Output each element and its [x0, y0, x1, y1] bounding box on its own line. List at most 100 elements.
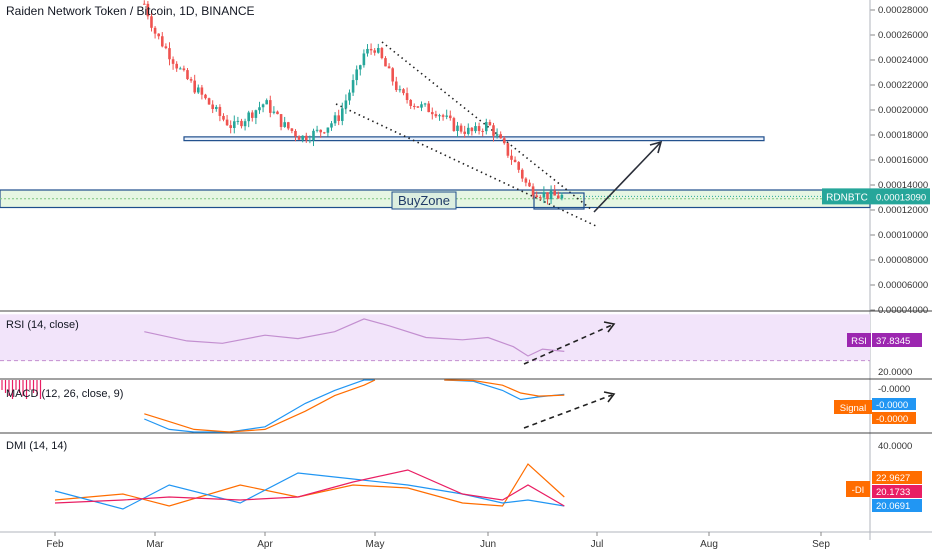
candle — [394, 76, 398, 92]
candle-body — [463, 131, 466, 134]
candle-body — [330, 123, 333, 128]
candle — [301, 135, 304, 143]
time-axis-label: Feb — [46, 539, 64, 550]
candle-body — [211, 104, 214, 110]
candle — [200, 84, 204, 100]
dmi-value-tag — [872, 485, 922, 498]
candle — [254, 109, 258, 125]
candle-body — [542, 192, 546, 198]
candle — [258, 101, 261, 114]
candle-body — [196, 87, 200, 93]
candle-body — [348, 92, 351, 101]
candle — [409, 98, 412, 109]
candle-body — [175, 63, 178, 69]
rsi-line — [144, 318, 565, 357]
rsi-last-value: 37.8345 — [876, 336, 910, 347]
candle — [427, 101, 430, 113]
candle-body — [535, 195, 538, 198]
candle — [225, 114, 229, 127]
candle-body — [193, 80, 196, 93]
candle-body — [142, 3, 146, 5]
candle — [510, 149, 513, 165]
buy-zone-label: BuyZone — [398, 193, 450, 208]
macd-value-tag — [872, 398, 916, 410]
dmi-line-adx — [54, 469, 565, 507]
candle — [535, 191, 538, 198]
signal-line — [144, 379, 376, 433]
candle — [153, 26, 157, 39]
candle-body — [394, 81, 398, 91]
candle-body — [304, 135, 308, 141]
candle-body — [243, 121, 247, 127]
candle — [398, 85, 402, 93]
macd-line — [144, 379, 375, 433]
candle-body — [420, 104, 423, 108]
candle-body — [358, 65, 362, 70]
candle — [229, 120, 232, 134]
macd-label: MACD (12, 26, close, 9) — [6, 388, 124, 400]
candle-body — [146, 3, 150, 17]
macd-trend-arrow-head — [603, 391, 616, 403]
rsi-axis-label: 20.0000 — [878, 367, 912, 378]
candle-body — [250, 112, 254, 118]
candle — [373, 48, 376, 56]
candle — [279, 113, 283, 131]
candle-body — [430, 112, 434, 115]
candle — [204, 93, 207, 100]
candle — [290, 128, 294, 134]
time-axis-label: Jun — [480, 539, 496, 550]
candle-body — [448, 115, 452, 119]
price-axis-label: 0.00014000 — [878, 180, 928, 191]
candle — [186, 68, 189, 81]
candle — [196, 84, 200, 94]
dmi-plus-value: 20.0691 — [876, 501, 910, 512]
candle — [459, 123, 463, 134]
candle-body — [546, 192, 549, 200]
candle-body — [344, 100, 348, 109]
candle — [207, 97, 211, 105]
candle — [268, 95, 272, 118]
candle-body — [524, 178, 528, 183]
candle-body — [549, 190, 553, 200]
candle-body — [528, 182, 531, 187]
price-axis-label: 0.00022000 — [878, 80, 928, 91]
candle — [164, 43, 168, 50]
candle — [232, 115, 236, 134]
candle-body — [434, 114, 438, 117]
candle — [434, 110, 438, 118]
candle — [506, 142, 510, 158]
candle-body — [160, 36, 164, 47]
candle — [405, 87, 409, 104]
candle-body — [492, 125, 495, 136]
candle-body — [247, 112, 250, 122]
candle-body — [171, 59, 175, 64]
candle — [524, 177, 528, 187]
candle-body — [366, 48, 369, 54]
candle-body — [322, 132, 326, 134]
candle-body — [560, 194, 564, 199]
projection-arrow — [593, 142, 661, 213]
candle — [528, 179, 531, 187]
candle — [492, 122, 495, 142]
projection-arrow-head — [649, 140, 663, 154]
candle-body — [268, 100, 272, 113]
candle — [175, 61, 178, 72]
candle — [531, 183, 535, 199]
symbol-tag-label: RDNBTC — [826, 192, 868, 203]
candle — [337, 109, 340, 126]
candle — [438, 113, 441, 121]
price-axis-label: 0.00028000 — [878, 5, 928, 16]
macd-line — [444, 379, 565, 401]
candle-body — [204, 94, 207, 99]
candle-body — [495, 134, 499, 136]
candle-body — [214, 106, 218, 110]
candle — [297, 135, 301, 140]
candle — [304, 132, 308, 143]
candle — [470, 127, 474, 136]
candle — [484, 118, 488, 135]
candle-body — [279, 114, 283, 127]
candle-body — [218, 106, 222, 116]
candle-body — [351, 80, 355, 93]
candle — [160, 32, 164, 48]
candle — [420, 101, 423, 112]
